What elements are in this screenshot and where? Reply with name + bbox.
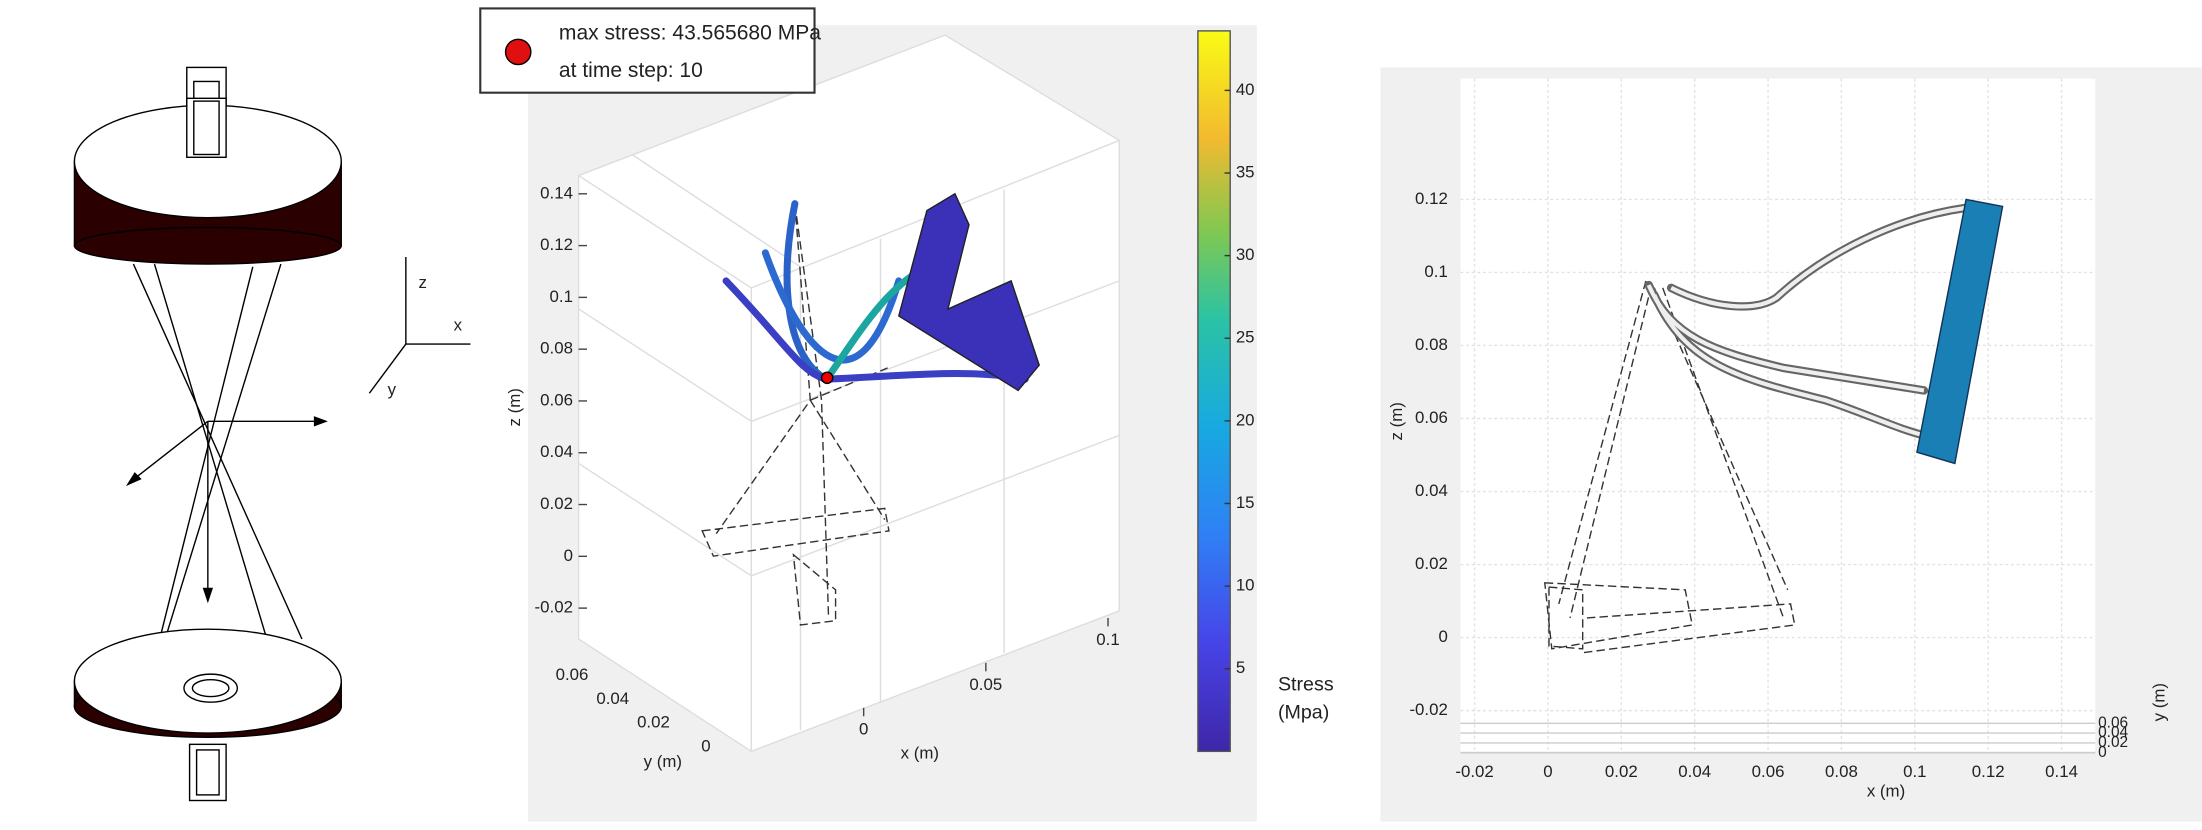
- z-tick-label: 0.06: [540, 390, 573, 409]
- y-tick-label: 0.02: [2098, 734, 2128, 751]
- y-tick-label: 0: [701, 737, 710, 756]
- y-tick-label: 0.06: [2098, 714, 2128, 731]
- axes-box-3d: [577, 34, 1120, 753]
- x-tick-label: 0.08: [1825, 762, 1858, 781]
- axis-title: z (m): [505, 388, 524, 426]
- y-tick-label: 0.04: [596, 689, 629, 708]
- axis-letter: y: [388, 380, 397, 399]
- x-tick-label: -0.02: [1455, 762, 1493, 781]
- y-tick-label: 0: [2098, 744, 2107, 761]
- colorbar-tick-label: 35: [1236, 162, 1255, 181]
- z-tick-label: -0.02: [1409, 700, 1447, 719]
- x-tick-label: 0: [859, 720, 868, 739]
- x-tick-label: 0.06: [1752, 762, 1785, 781]
- axis-title: x (m): [901, 744, 939, 763]
- plot-area: [1460, 78, 2096, 752]
- z-tick-label: 0.08: [540, 339, 573, 358]
- y-tick-label: 0.02: [637, 713, 670, 732]
- axis-letter: x: [454, 315, 463, 334]
- colorbar-tick-label: 20: [1236, 410, 1255, 429]
- mechanism-3d: [701, 192, 1040, 626]
- axis-title: y (m): [2149, 683, 2168, 721]
- y-tick-label: 0.06: [556, 665, 589, 684]
- x-tick-label: 0.04: [1678, 762, 1711, 781]
- left-diagram: [73, 66, 471, 802]
- colorbar-tick-label: 30: [1236, 245, 1255, 264]
- colorbar-tick-label: 15: [1236, 493, 1255, 512]
- z-tick-label: 0.02: [1415, 554, 1448, 573]
- z-tick-label: -0.02: [535, 598, 573, 617]
- colorbar-tick-label: 40: [1236, 80, 1255, 99]
- z-tick-label: 0.04: [540, 442, 573, 461]
- axis-letter: z: [418, 273, 426, 292]
- x-tick-label: 0.1: [1903, 762, 1926, 781]
- z-tick-label: 0.1: [550, 287, 573, 306]
- mechanism-2d: [1543, 198, 2004, 654]
- z-tick-label: 0.04: [1415, 481, 1448, 500]
- colorbar-tick-label: 5: [1236, 658, 1245, 677]
- z-tick-label: 0.02: [540, 494, 573, 513]
- y-tick-label: 0.04: [2098, 724, 2128, 741]
- colorbar-tick-label: 10: [1236, 576, 1255, 595]
- colorbar-tick-label: 25: [1236, 328, 1255, 347]
- z-tick-label: 0.12: [540, 235, 573, 254]
- grid: [1460, 78, 2096, 752]
- x-tick-label: 0.02: [1605, 762, 1638, 781]
- axis-title: z (m): [1387, 402, 1406, 440]
- colorbar-title: (Mpa): [1278, 702, 1329, 724]
- z-tick-label: 0.1: [1424, 262, 1447, 281]
- x-tick-label: 0: [1543, 762, 1552, 781]
- colorbar: [1197, 30, 1231, 753]
- z-tick-label: 0.06: [1415, 408, 1448, 427]
- colorbar-title: Stress: [1278, 674, 1334, 696]
- z-tick-label: 0.12: [1415, 189, 1448, 208]
- z-tick-label: 0: [564, 546, 573, 565]
- z-tick-label: 0.08: [1415, 335, 1448, 354]
- x-tick-label: 0.05: [969, 675, 1002, 694]
- z-tick-label: 0: [1438, 627, 1447, 646]
- x-tick-label: 0.12: [1972, 762, 2005, 781]
- z-tick-label: 0.14: [540, 183, 573, 202]
- x-tick-label: 0.1: [1096, 630, 1119, 649]
- axis-title: x (m): [1867, 782, 1905, 801]
- legend-text: at time step: 10: [559, 59, 703, 82]
- x-tick-label: 0.14: [2045, 762, 2078, 781]
- legend-text: max stress: 43.565680 MPa: [559, 21, 821, 44]
- legend: max stress: 43.565680 MPa at time step: …: [479, 7, 821, 94]
- axis-title: y (m): [644, 752, 682, 771]
